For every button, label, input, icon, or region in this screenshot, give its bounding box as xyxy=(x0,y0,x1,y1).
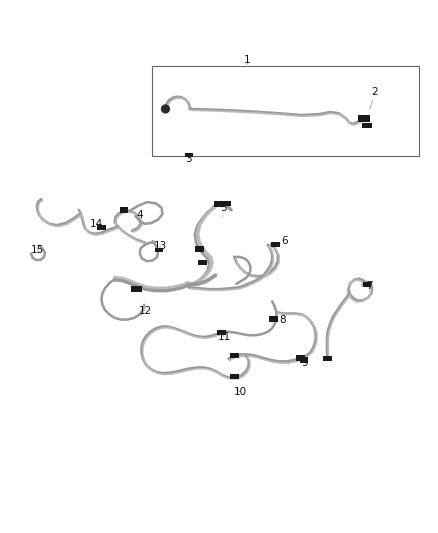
Text: 6: 6 xyxy=(278,236,288,246)
Text: 13: 13 xyxy=(154,240,167,251)
Bar xyxy=(230,353,239,358)
Text: 4: 4 xyxy=(137,210,143,223)
Bar xyxy=(97,225,106,230)
Text: 3: 3 xyxy=(185,154,192,164)
Bar xyxy=(155,248,163,252)
Bar xyxy=(297,356,305,360)
Text: 10: 10 xyxy=(233,387,247,397)
Bar xyxy=(185,153,193,157)
Text: 15: 15 xyxy=(31,245,44,255)
Bar xyxy=(269,317,278,322)
Circle shape xyxy=(162,105,170,113)
Bar xyxy=(363,282,371,287)
Bar xyxy=(323,356,332,361)
Bar xyxy=(358,115,370,122)
Text: 5: 5 xyxy=(220,203,226,216)
Bar xyxy=(300,358,308,362)
Text: 14: 14 xyxy=(90,219,103,229)
Bar xyxy=(131,286,141,292)
Bar xyxy=(214,201,224,207)
Bar xyxy=(195,246,204,252)
Text: 1: 1 xyxy=(244,55,251,65)
Text: 8: 8 xyxy=(273,314,286,325)
Bar xyxy=(269,316,278,321)
Bar xyxy=(271,242,280,247)
Bar xyxy=(152,66,419,156)
Bar xyxy=(230,374,239,379)
Text: 2: 2 xyxy=(370,87,378,109)
Bar xyxy=(198,260,207,265)
Text: 11: 11 xyxy=(218,332,231,342)
Bar xyxy=(362,123,372,128)
Bar xyxy=(120,207,128,213)
Bar xyxy=(217,330,226,335)
Text: 12: 12 xyxy=(138,306,152,316)
Text: 9: 9 xyxy=(302,358,308,368)
Bar xyxy=(223,201,231,206)
Text: 7: 7 xyxy=(366,281,372,291)
